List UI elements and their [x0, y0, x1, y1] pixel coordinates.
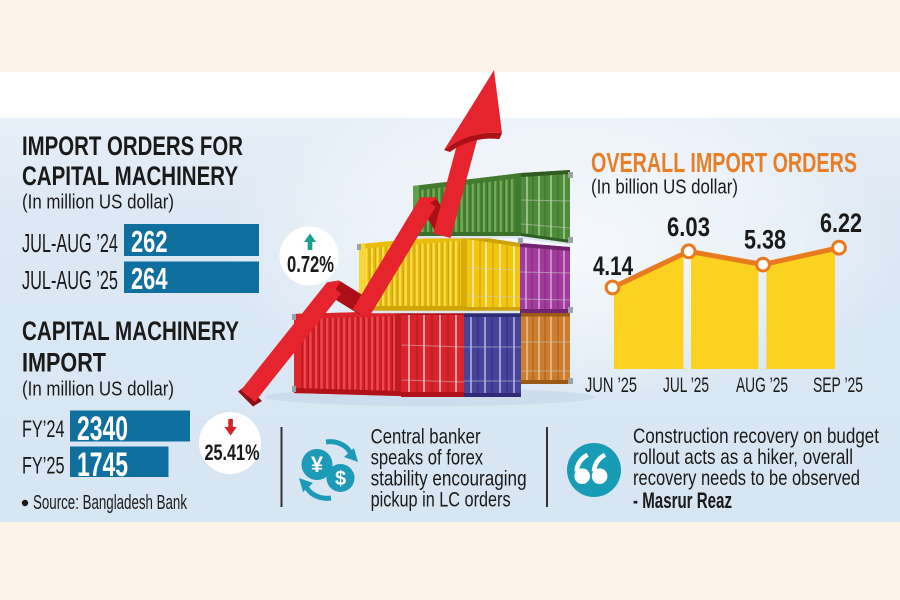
- svg-text:(In million US dollar): (In million US dollar): [22, 192, 174, 214]
- svg-text:OVERALL IMPORT ORDERS: OVERALL IMPORT ORDERS: [591, 147, 857, 178]
- svg-text:5.38: 5.38: [744, 225, 786, 255]
- svg-text:25.41%: 25.41%: [205, 440, 260, 465]
- svg-text:(In million US dollar): (In million US dollar): [22, 379, 174, 401]
- svg-text:262: 262: [131, 224, 168, 259]
- svg-text:¥: ¥: [311, 452, 324, 477]
- svg-text:Source: Bangladesh Bank: Source: Bangladesh Bank: [33, 492, 188, 514]
- svg-text:Construction recovery on budge: Construction recovery on budget: [633, 424, 879, 448]
- svg-text:IMPORT ORDERS FOR: IMPORT ORDERS FOR: [22, 131, 243, 161]
- svg-text:2340: 2340: [77, 410, 128, 448]
- svg-text:recovery needs to be observed: recovery needs to be observed: [633, 466, 860, 490]
- svg-text:IMPORT: IMPORT: [22, 348, 106, 378]
- svg-text:FY’25: FY’25: [22, 453, 65, 480]
- svg-text:0.72%: 0.72%: [287, 251, 334, 277]
- svg-text:1745: 1745: [77, 446, 128, 484]
- svg-text:CAPITAL MACHINERY: CAPITAL MACHINERY: [22, 161, 238, 191]
- svg-text:JUL ’25: JUL ’25: [663, 374, 709, 397]
- svg-text:- Masrur Reaz: - Masrur Reaz: [633, 488, 732, 513]
- svg-text:CAPITAL MACHINERY: CAPITAL MACHINERY: [22, 316, 239, 346]
- svg-text:6.03: 6.03: [667, 212, 710, 242]
- svg-text:stability encouraging: stability encouraging: [371, 467, 527, 491]
- svg-text:JUL-AUG ’25: JUL-AUG ’25: [22, 267, 118, 295]
- svg-text:6.22: 6.22: [820, 208, 862, 238]
- svg-text:rollout acts as a hiker, overa: rollout acts as a hiker, overall: [633, 445, 853, 469]
- svg-text:4.14: 4.14: [593, 251, 633, 281]
- svg-text:$: $: [335, 468, 346, 490]
- svg-text:speaks of forex: speaks of forex: [371, 446, 484, 470]
- svg-text:264: 264: [131, 261, 168, 296]
- svg-text:AUG ’25: AUG ’25: [736, 374, 788, 397]
- svg-text:Central banker: Central banker: [371, 425, 481, 449]
- svg-text:(In billion US dollar): (In billion US dollar): [591, 177, 738, 199]
- svg-text:JUN ’25: JUN ’25: [585, 374, 637, 397]
- svg-text:FY’24: FY’24: [22, 416, 65, 443]
- svg-text:JUL-AUG ’24: JUL-AUG ’24: [22, 230, 118, 258]
- svg-text:pickup in LC orders: pickup in LC orders: [371, 488, 511, 512]
- svg-text:SEP ’25: SEP ’25: [813, 374, 863, 397]
